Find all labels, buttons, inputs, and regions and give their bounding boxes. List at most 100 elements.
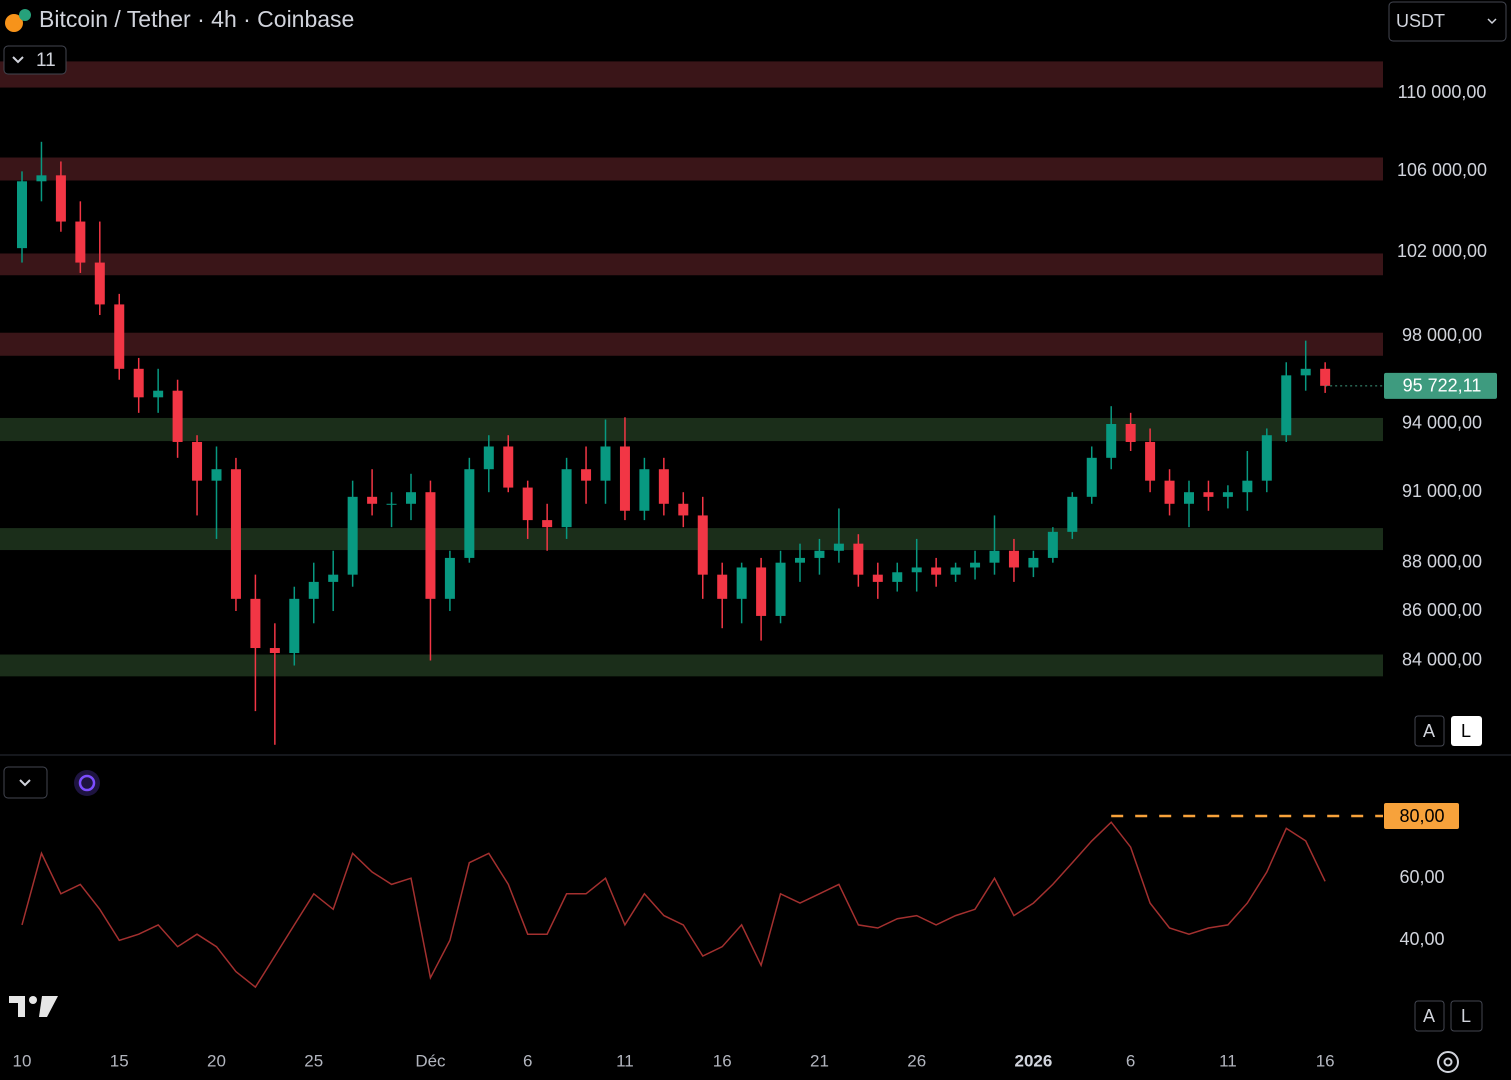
candle-body — [289, 598, 300, 654]
tv-logo — [9, 996, 58, 1017]
x-tick-label: 21 — [810, 1051, 829, 1070]
candle-body — [444, 557, 455, 599]
candle-body — [619, 446, 630, 511]
candle-body — [1222, 492, 1233, 497]
x-tick-label: Déc — [415, 1051, 446, 1070]
plot-layer: 110 000,00 106 000,00 102 000,00 98 000,00 9… — [0, 61, 1497, 1070]
candle-body — [697, 515, 708, 575]
candle-body — [639, 469, 650, 511]
candle-body — [717, 574, 728, 599]
candle-body — [133, 368, 144, 398]
candle-body — [192, 441, 203, 481]
zone — [0, 654, 1383, 677]
chevron — [1487, 18, 1497, 25]
log-button[interactable] — [1450, 1000, 1483, 1032]
x-tick-label: 15 — [110, 1051, 129, 1070]
x-tick-label: 25 — [304, 1051, 323, 1070]
candle-body — [1261, 435, 1272, 481]
candle-body — [561, 469, 572, 528]
zone — [0, 61, 1383, 88]
candle-body — [328, 574, 339, 582]
zone — [0, 332, 1383, 356]
x-tick-label: 20 — [207, 1051, 226, 1070]
candle-body — [814, 550, 825, 558]
candle-body — [795, 557, 805, 563]
y-tick-label: 102 000,00 — [1397, 241, 1487, 261]
candle-body — [892, 572, 903, 582]
y-tick-label: 106 000,00 — [1397, 160, 1487, 180]
candle-body — [483, 446, 494, 470]
level-box — [1384, 803, 1459, 829]
candle-body — [75, 221, 86, 263]
currency-select[interactable] — [1388, 1, 1507, 42]
last-price-label: 95 722,11 — [1403, 376, 1482, 396]
candle-body — [989, 550, 1000, 563]
candle-body — [36, 175, 47, 182]
candle-body — [114, 304, 125, 369]
indicator-toggle[interactable] — [3, 45, 67, 75]
x-tick-label: 2026 — [1014, 1051, 1052, 1070]
candle-body — [1028, 557, 1039, 568]
zone — [0, 417, 1383, 442]
settings-icon[interactable] — [1437, 1051, 1459, 1073]
x-tick-label: 6 — [1126, 1051, 1135, 1070]
chevron — [19, 779, 31, 787]
y-tick-label: 84 000,00 — [1402, 649, 1482, 669]
candle-body — [1300, 368, 1311, 376]
candle-body — [250, 598, 261, 649]
candle-body — [678, 503, 689, 516]
candle-body — [950, 567, 961, 575]
log-button[interactable] — [1451, 716, 1482, 746]
level-label: 80,00 — [1399, 806, 1444, 826]
settings-icon-core — [1443, 1057, 1453, 1067]
candle-body — [425, 492, 436, 599]
log-label: L — [1461, 1006, 1471, 1026]
candle-body — [503, 446, 514, 488]
x-tick-label: 26 — [907, 1051, 926, 1070]
y-tick-label: 60,00 — [1399, 867, 1444, 887]
candle-body — [230, 469, 241, 599]
x-tick-label: 11 — [616, 1051, 634, 1070]
candle-body — [658, 469, 669, 504]
coin-icon — [5, 14, 23, 32]
candle-body — [911, 567, 922, 573]
candle-body — [55, 175, 66, 222]
pane-toggle[interactable] — [3, 766, 48, 799]
y-tick-label: 110 000,00 — [1398, 82, 1487, 102]
candle-body — [386, 503, 397, 505]
candle-body — [1047, 531, 1058, 558]
candle-body — [853, 543, 864, 575]
symbol-title: Bitcoin / Tether · 4h · Coinbase — [39, 6, 354, 32]
candle-body — [347, 496, 358, 575]
zone — [0, 157, 1383, 181]
candle-body — [1086, 457, 1097, 497]
candle-body — [581, 469, 592, 481]
candle-body — [211, 469, 222, 481]
candle-body — [1164, 480, 1175, 504]
auto-button[interactable] — [1414, 715, 1445, 747]
candle-body — [1184, 492, 1194, 504]
candle-body — [970, 562, 981, 568]
zone — [0, 253, 1383, 276]
x-tick-label: 16 — [1316, 1051, 1335, 1070]
candle-body — [1067, 496, 1078, 532]
x-tick-label: 10 — [13, 1051, 32, 1070]
refresh-icon[interactable] — [74, 770, 100, 796]
x-tick-label: 16 — [713, 1051, 732, 1070]
candle-body — [1203, 492, 1214, 497]
candle-body — [522, 487, 533, 521]
candle-body — [872, 574, 883, 582]
candle-body — [406, 492, 416, 504]
y-tick-label: 86 000,00 — [1402, 600, 1482, 620]
candle-body — [94, 262, 105, 305]
auto-label: A — [1423, 1006, 1435, 1026]
candle-body — [931, 567, 942, 575]
y-tick-label: 91 000,00 — [1402, 481, 1482, 501]
candle-body — [775, 562, 786, 616]
currency: USDT — [1396, 11, 1445, 31]
auto-button[interactable] — [1414, 1000, 1445, 1032]
candle-body — [833, 543, 844, 551]
candle-body — [172, 390, 183, 442]
